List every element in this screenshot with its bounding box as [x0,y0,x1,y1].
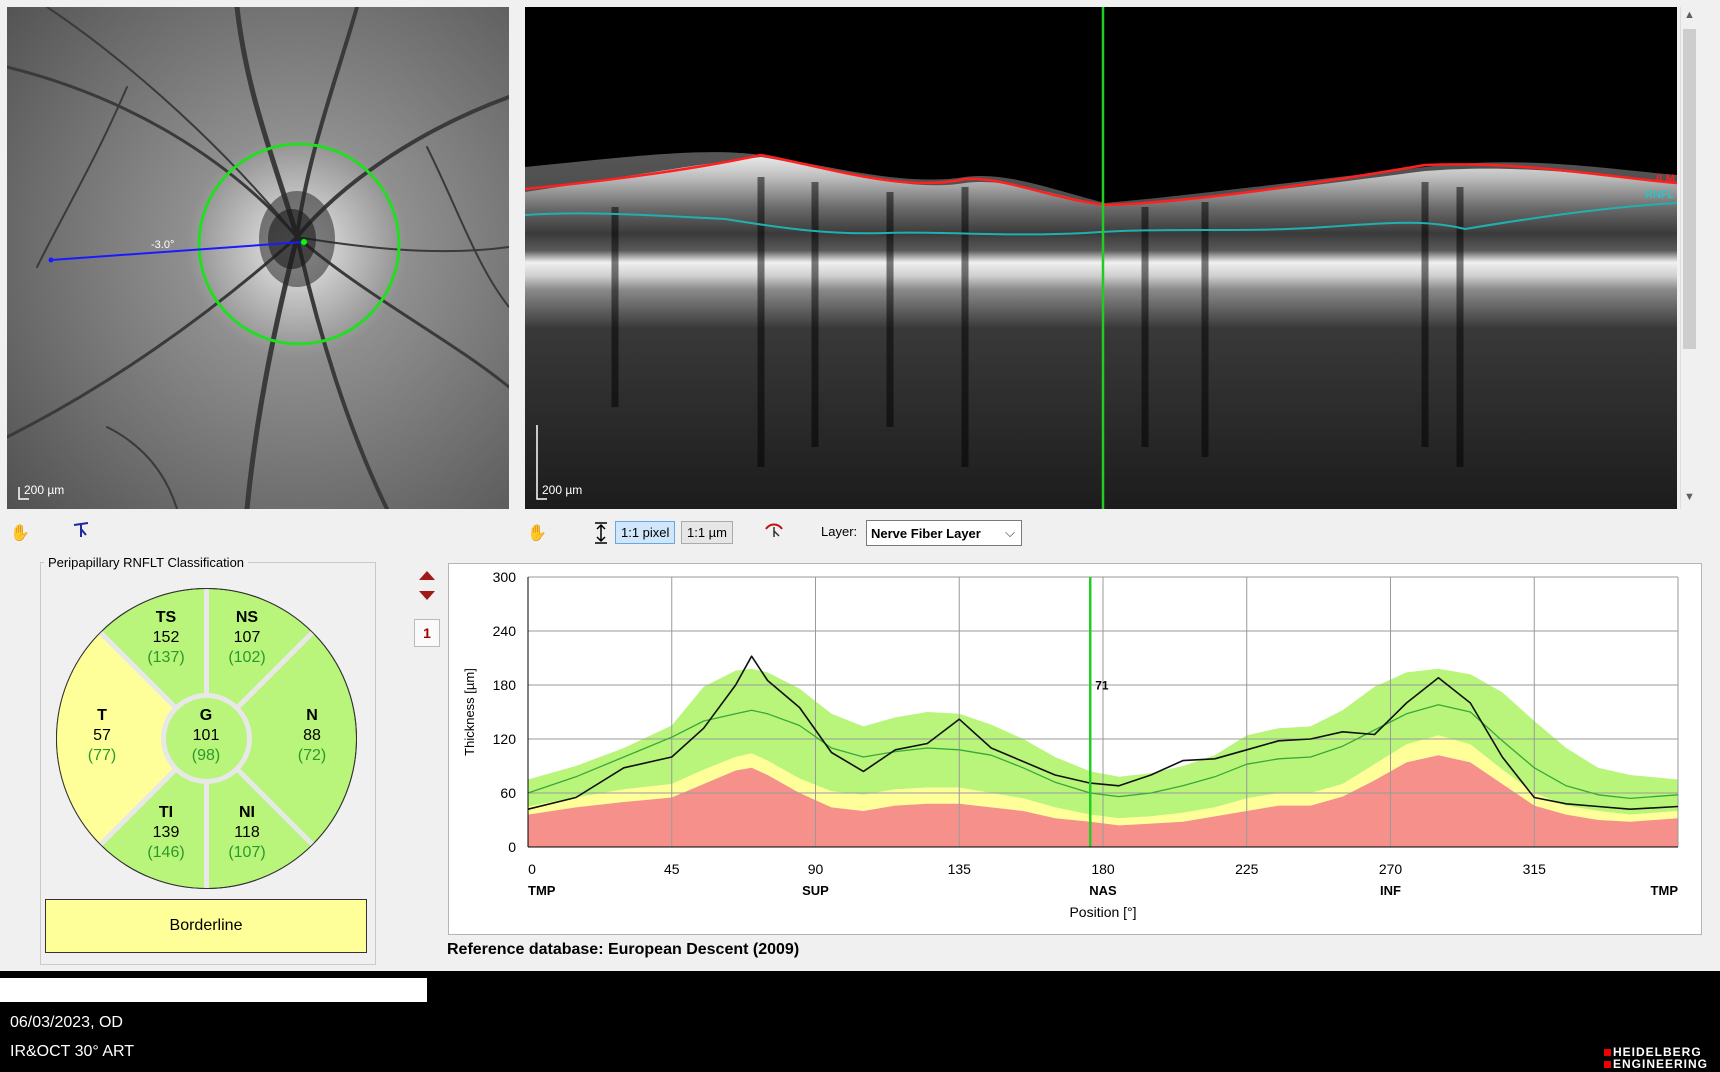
y-tick-label: 180 [493,677,517,693]
x-axis-label: Position [°] [1069,904,1136,920]
fovea-disc-line[interactable] [50,241,305,261]
thickness-chart[interactable]: 71 0 60 120 180 240 300 0 45 90 135 180 225 270 315 TM… [448,563,1702,935]
y-tick-label: 0 [508,839,516,855]
sector-chart [56,588,357,889]
chevron-down-icon: ⌵ [1005,525,1015,540]
sector-label: TMP [528,883,556,898]
mean-line [527,704,1679,800]
oct-bscan-image[interactable]: ILM RNFL 200 µm [525,7,1677,509]
scale-1to1-um-button[interactable]: 1:1 µm [681,521,734,544]
classification-result: Borderline [45,899,367,953]
scan-type: IR&OCT 30° ART [10,1043,135,1060]
sector-t [56,632,207,845]
x-tick-label: 270 [1379,861,1403,877]
ilm-boundary [525,153,1677,207]
scroll-up-icon[interactable]: ▲ [1684,9,1695,21]
sector-ts: TS 152 (137) [147,609,185,666]
oct-scale-label: 200 µm [542,483,583,497]
scale-1to1-pixel-button[interactable]: 1:1 pixel [615,521,676,544]
fundus-scale-bar [18,487,29,500]
y-tick-label: 60 [500,785,516,801]
patient-name-field [0,978,427,1002]
oct-scrollbar[interactable]: ▲ ▼ [1680,7,1698,509]
y-tick-label: 300 [493,569,517,585]
scroll-down-icon[interactable]: ▼ [1684,491,1695,503]
vertical-scale-icon[interactable] [593,521,609,550]
x-tick-label: 45 [664,861,680,877]
oct-drawing [525,7,1677,509]
measured-line [527,655,1679,810]
sector-label: INF [1380,883,1401,898]
rnfl-boundary [525,202,1677,236]
sector-ns: NS 107 (102) [228,609,266,666]
x-tick-label: 180 [1091,861,1115,877]
layer-select-value: Nerve Fiber Layer [871,526,981,541]
next-arrow-icon[interactable] [418,589,436,603]
fundus-image[interactable]: -3.0° 200 µm [7,7,509,509]
sector-label: TMP [1651,883,1679,898]
x-tick-label: 0 [528,861,536,877]
fundus-hand-icon[interactable]: ✋ [10,525,30,542]
y-tick-label: 240 [493,623,517,639]
x-tick-label: 90 [808,861,824,877]
layer-select[interactable]: Nerve Fiber Layer ⌵ [866,520,1022,546]
exam-date-eye: 06/03/2023, OD [10,1014,123,1031]
fundus-scale-label: 200 µm [24,483,65,497]
sector-label: SUP [802,883,829,898]
x-tick-label: 225 [1235,861,1259,877]
sector-ni: NI 118 (107) [228,804,266,861]
x-tick-label: 315 [1523,861,1547,877]
thickness-chart-svg: 71 0 60 120 180 240 300 0 45 90 135 180 225 270 315 TM… [462,569,1679,920]
angle-label: -3.0° [151,239,175,251]
x-tick-label: 135 [948,861,972,877]
scroll-thumb[interactable] [1683,29,1696,349]
fundus-cursor-tool-icon[interactable] [72,521,90,544]
sector-label: NAS [1089,883,1117,898]
heidelberg-logo: HEIDELBERG ENGINEERING [1604,1046,1708,1070]
scan-circle[interactable] [197,142,401,346]
sector-g [161,693,252,784]
reference-database: Reference database: European Descent (20… [447,941,800,958]
oct-scale-bar [536,425,547,500]
layer-label: Layer: [821,524,858,539]
ilm-label: ILM [1656,173,1675,185]
sector-ti: TI 139 (146) [147,804,185,861]
rnfl-label: RNFL [1645,189,1675,201]
sector-t-values: T 57 (77) [87,707,117,764]
cursor-value-label: 71 [1095,679,1109,693]
y-tick-label: 120 [493,731,517,747]
segmentation-edit-icon[interactable] [764,521,784,544]
page-number-button[interactable]: 1 [414,619,440,647]
fundus-drawing [7,7,509,509]
previous-arrow-icon[interactable] [418,568,436,582]
sector-n-values: N 88 (72) [297,707,327,764]
sector-g-values: G 101 (98) [191,707,221,764]
oct-hand-icon[interactable]: ✋ [527,525,547,542]
classification-title: Peripapillary RNFLT Classification [44,555,249,570]
y-axis-label: Thickness [µm] [462,668,477,756]
